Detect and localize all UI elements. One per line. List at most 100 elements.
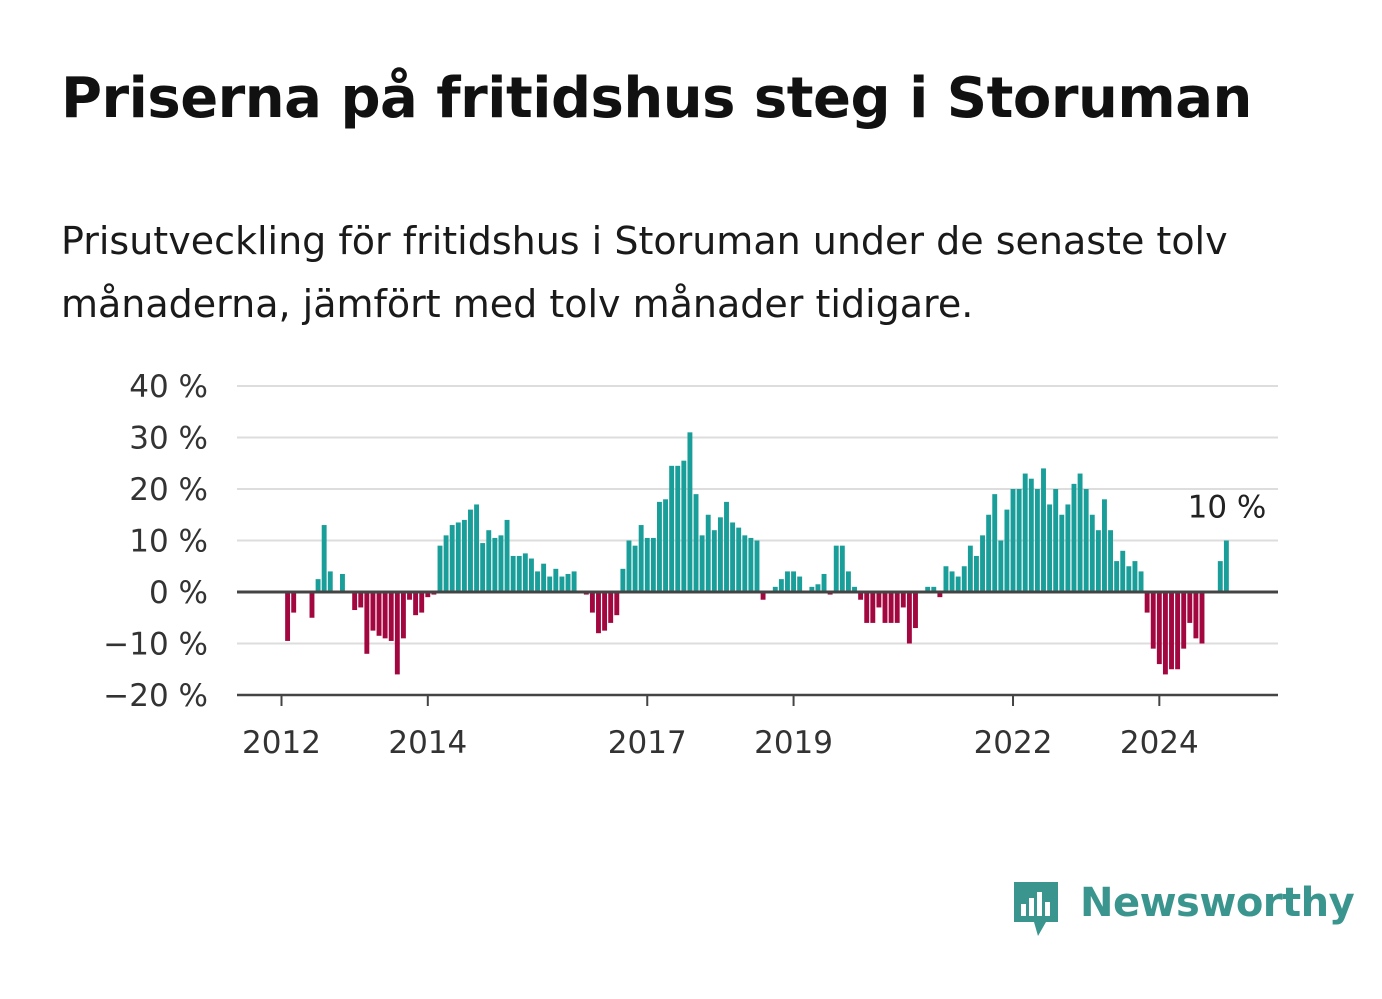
bar	[1150, 592, 1156, 649]
bar	[650, 537, 656, 593]
bar	[669, 465, 675, 592]
bar	[980, 535, 985, 592]
bar	[730, 522, 736, 592]
bar	[961, 566, 967, 592]
bar	[394, 592, 400, 675]
bar	[1181, 592, 1187, 649]
bar	[1065, 504, 1071, 592]
newsworthy-brand: Newsworthy	[1010, 878, 1355, 942]
bar	[760, 592, 766, 600]
bar	[870, 592, 876, 623]
bar	[498, 535, 504, 592]
bar	[382, 592, 388, 639]
axes	[237, 590, 1278, 706]
bar	[620, 568, 626, 592]
bar	[693, 494, 699, 592]
brand-name: Newsworthy	[1080, 880, 1355, 926]
bar	[565, 573, 571, 592]
bar	[419, 592, 425, 613]
bar	[480, 543, 486, 592]
bar	[602, 592, 608, 631]
bar	[1114, 561, 1120, 592]
bar	[1144, 592, 1150, 613]
bar	[553, 568, 559, 592]
bar	[1132, 561, 1138, 592]
bar	[845, 571, 851, 592]
x-tick-label: 2017	[608, 725, 687, 761]
x-tick-label: 2014	[388, 725, 467, 761]
bar	[644, 537, 650, 593]
bar	[675, 465, 681, 592]
bar	[352, 592, 358, 611]
bar	[778, 579, 784, 593]
bar	[1028, 478, 1034, 592]
bar	[1187, 592, 1193, 623]
bar	[1022, 473, 1028, 592]
bar	[443, 535, 449, 592]
bar	[967, 545, 973, 592]
y-tick-label: −20 %	[103, 678, 208, 714]
bar	[742, 535, 748, 592]
bar	[888, 592, 894, 623]
x-tick-label: 2019	[754, 725, 833, 761]
bar	[437, 545, 443, 592]
bar	[309, 592, 315, 618]
bar	[657, 501, 662, 593]
bar	[589, 592, 595, 613]
bar	[809, 586, 815, 592]
bar-series	[285, 432, 1229, 675]
bar	[772, 586, 778, 592]
chart-subtitle: Prisutveckling för fritidshus i Storuman…	[61, 219, 1228, 326]
bar	[358, 592, 364, 608]
bar	[949, 571, 955, 592]
bar	[571, 571, 577, 592]
y-tick-label: −10 %	[103, 627, 208, 663]
bar	[522, 553, 528, 593]
bar	[291, 592, 297, 613]
bar	[900, 592, 906, 608]
bar	[864, 592, 870, 623]
bar	[327, 571, 333, 592]
bar	[474, 504, 480, 592]
bar	[748, 537, 754, 593]
bar	[839, 545, 845, 592]
bar	[492, 537, 498, 593]
bar	[1138, 571, 1144, 592]
bar	[986, 514, 992, 592]
y-tick-label: 10 %	[129, 524, 208, 560]
bar	[541, 563, 547, 593]
bar	[754, 540, 760, 592]
bar	[705, 514, 711, 592]
bar	[400, 592, 406, 639]
bar	[340, 573, 345, 592]
bar	[937, 592, 943, 598]
chart-title: Priserna på fritidshus steg i Storuman	[61, 66, 1252, 131]
bar	[516, 555, 522, 592]
bar	[1126, 566, 1132, 592]
bar	[528, 558, 534, 593]
x-tick-label: 2012	[242, 725, 321, 761]
bar	[882, 592, 888, 623]
y-tick-label: 0 %	[149, 575, 208, 611]
bar	[626, 540, 632, 592]
bar	[876, 592, 882, 608]
bar	[1120, 550, 1126, 592]
bar	[376, 592, 382, 636]
bar	[913, 592, 918, 629]
bar	[535, 571, 540, 592]
y-tick-label: 20 %	[129, 472, 208, 508]
bar	[559, 576, 565, 592]
bar	[468, 509, 473, 592]
bar	[1175, 592, 1181, 670]
bar	[425, 592, 431, 598]
bar	[1010, 489, 1016, 592]
bar	[931, 586, 937, 592]
bar	[1095, 530, 1101, 592]
bar	[1169, 592, 1174, 670]
bar	[1102, 499, 1107, 592]
bar	[614, 592, 620, 616]
bar	[370, 592, 376, 631]
bar	[785, 571, 790, 592]
bar	[717, 517, 723, 592]
bar	[699, 535, 705, 592]
